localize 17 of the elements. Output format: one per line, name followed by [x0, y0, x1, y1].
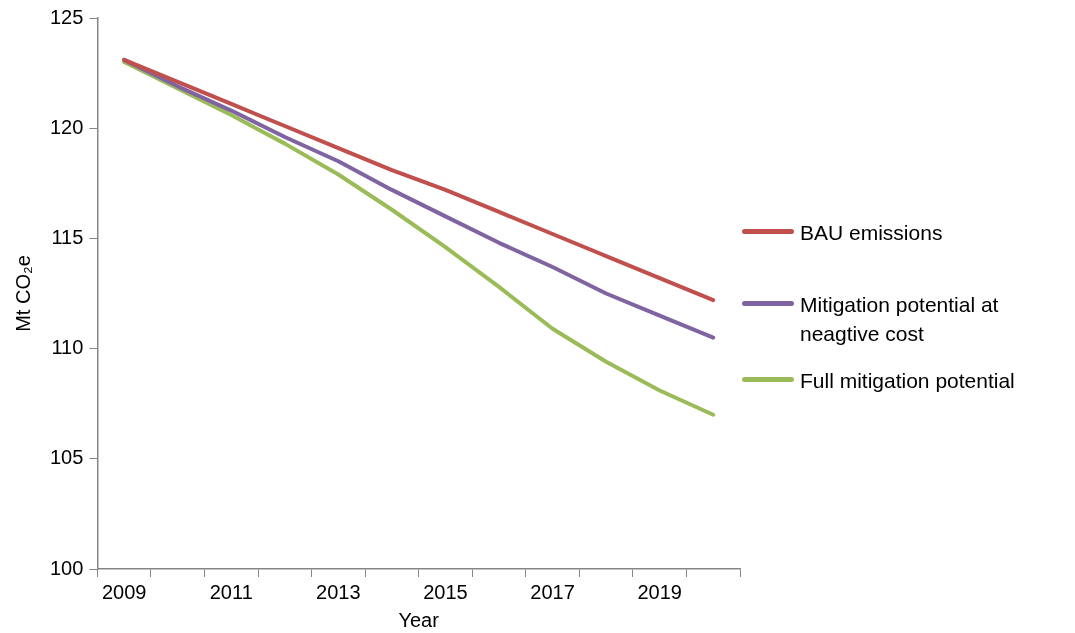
legend-label: Mitigation potential at neagtive cost — [800, 292, 1000, 347]
legend-label: Full mitigation potential — [800, 368, 1016, 394]
y-tick-label: 105 — [49, 446, 84, 469]
y-tick-label: 125 — [49, 5, 84, 28]
y-tick-label: 120 — [49, 115, 84, 138]
y-axis-title: Mt CO₂e — [11, 255, 34, 332]
x-tick-label: 2013 — [316, 580, 361, 603]
x-tick-label: 2015 — [423, 580, 468, 603]
x-tick-label: 2009 — [101, 580, 147, 603]
y-tick-label: 110 — [51, 336, 84, 359]
y-tick-label: 100 — [49, 556, 84, 579]
x-tick-label: 2019 — [637, 580, 682, 603]
legend-label: BAU emissions — [800, 220, 944, 246]
x-tick-label: 2017 — [530, 580, 575, 603]
x-axis-title: Year — [398, 608, 440, 631]
y-tick-label: 115 — [51, 225, 84, 248]
x-tick-label: 2011 — [209, 580, 253, 603]
